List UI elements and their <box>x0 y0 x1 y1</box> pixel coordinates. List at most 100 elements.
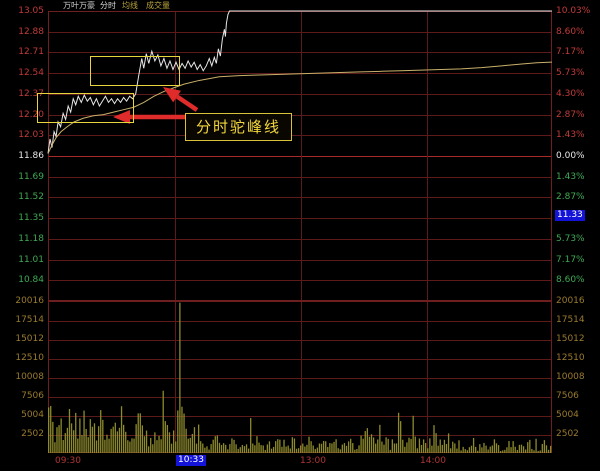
volume-bar <box>460 450 462 453</box>
volume-axis-label: 7506 <box>21 391 44 401</box>
volume-bar <box>491 445 493 453</box>
price-line-series <box>47 10 552 154</box>
volume-bar <box>89 419 91 453</box>
volume-bar <box>256 436 258 453</box>
volume-bar <box>547 449 550 453</box>
volume-bar <box>525 449 527 453</box>
volume-bar <box>379 424 381 453</box>
price-gridline <box>49 280 551 282</box>
price-gridline <box>49 135 551 137</box>
volume-bar <box>66 427 69 453</box>
price-axis-label: 11.52 <box>18 192 44 203</box>
volume-bar <box>208 449 210 453</box>
volume-bar <box>283 439 285 453</box>
volume-axis-label: 12510 <box>15 353 44 363</box>
volume-bar <box>310 441 312 453</box>
volume-gridline-vertical <box>427 302 428 452</box>
volume-bar <box>135 424 137 453</box>
volume-bar <box>214 436 216 453</box>
volume-bar <box>391 439 393 453</box>
volume-bar <box>172 430 175 453</box>
price-axis-label: 11.35 <box>18 213 44 224</box>
volume-bar <box>158 435 160 453</box>
volume-bar <box>529 439 531 453</box>
volume-bar <box>220 444 223 453</box>
volume-bar <box>200 441 202 453</box>
volume-bar <box>68 408 71 453</box>
volume-bar <box>277 439 279 453</box>
volume-bar <box>531 448 533 453</box>
volume-bar <box>400 421 402 453</box>
indicator-volume-label[interactable]: 成交量 <box>146 1 170 10</box>
volume-axis-label: 20016 <box>556 296 585 306</box>
percent-axis-label: 7.17% <box>556 47 585 58</box>
highlight-box-second-platform <box>90 56 180 86</box>
volume-gridline <box>49 435 551 436</box>
volume-bar <box>372 437 375 453</box>
price-gridline <box>49 52 551 54</box>
volume-bar <box>91 426 94 453</box>
volume-bar <box>262 445 264 453</box>
volume-bar <box>170 443 173 453</box>
volume-axis-label: 15012 <box>556 334 585 344</box>
price-gridline-vertical <box>301 12 302 300</box>
volume-bar <box>222 443 225 453</box>
time-axis-label: 14:00 <box>420 456 446 466</box>
volume-bar <box>366 428 368 453</box>
volume-bar <box>227 449 229 453</box>
price-gridline <box>49 31 551 33</box>
price-axis-label: 12.54 <box>18 68 44 79</box>
volume-bar <box>502 450 504 453</box>
volume-bar <box>412 415 414 453</box>
volume-bar <box>154 432 156 453</box>
volume-gridline <box>49 416 551 417</box>
price-gridline <box>49 259 551 261</box>
volume-bar <box>535 438 537 453</box>
volume-bar <box>110 428 112 453</box>
volume-bar <box>497 445 500 453</box>
indicator-ma-label[interactable]: 均线 <box>122 1 138 10</box>
volume-bar <box>512 441 514 453</box>
volume-bar <box>254 445 256 453</box>
volume-bar <box>193 427 196 453</box>
volume-bar <box>425 443 427 453</box>
volume-bar <box>302 443 304 453</box>
price-gridline <box>49 93 551 95</box>
price-gridline <box>49 176 551 178</box>
volume-bar <box>522 446 525 453</box>
volume-gridline <box>49 378 551 379</box>
volume-bar <box>339 449 341 453</box>
volume-bar <box>327 446 329 453</box>
volume-bar <box>104 439 106 453</box>
volume-bar <box>470 445 473 453</box>
volume-bar <box>75 412 77 453</box>
volume-bar <box>143 436 146 453</box>
volume-bar <box>383 444 385 453</box>
volume-bar <box>416 448 418 453</box>
chart-mode-label[interactable]: 分时 <box>100 1 116 10</box>
volume-bar <box>239 447 241 453</box>
volume-bar <box>120 406 123 453</box>
volume-bar <box>431 445 433 453</box>
volume-bar <box>329 443 331 453</box>
volume-bar <box>195 443 198 453</box>
volume-bar <box>381 441 383 453</box>
volume-axis-label: 7506 <box>556 391 579 401</box>
volume-bar <box>95 440 98 453</box>
volume-bar <box>389 449 391 453</box>
volume-bar <box>414 436 416 453</box>
volume-bar <box>404 446 406 453</box>
volume-bar <box>241 444 244 453</box>
volume-bar <box>233 439 235 453</box>
volume-axis-label: 17514 <box>556 315 585 325</box>
volume-bar <box>500 451 502 453</box>
price-axis-label: 11.86 <box>18 151 44 161</box>
volume-bar <box>527 442 529 453</box>
volume-bar <box>131 438 133 453</box>
volume-bar <box>122 424 125 453</box>
price-axis-label: 11.01 <box>18 254 44 265</box>
volume-bar <box>52 421 54 453</box>
volume-bar <box>114 422 116 453</box>
